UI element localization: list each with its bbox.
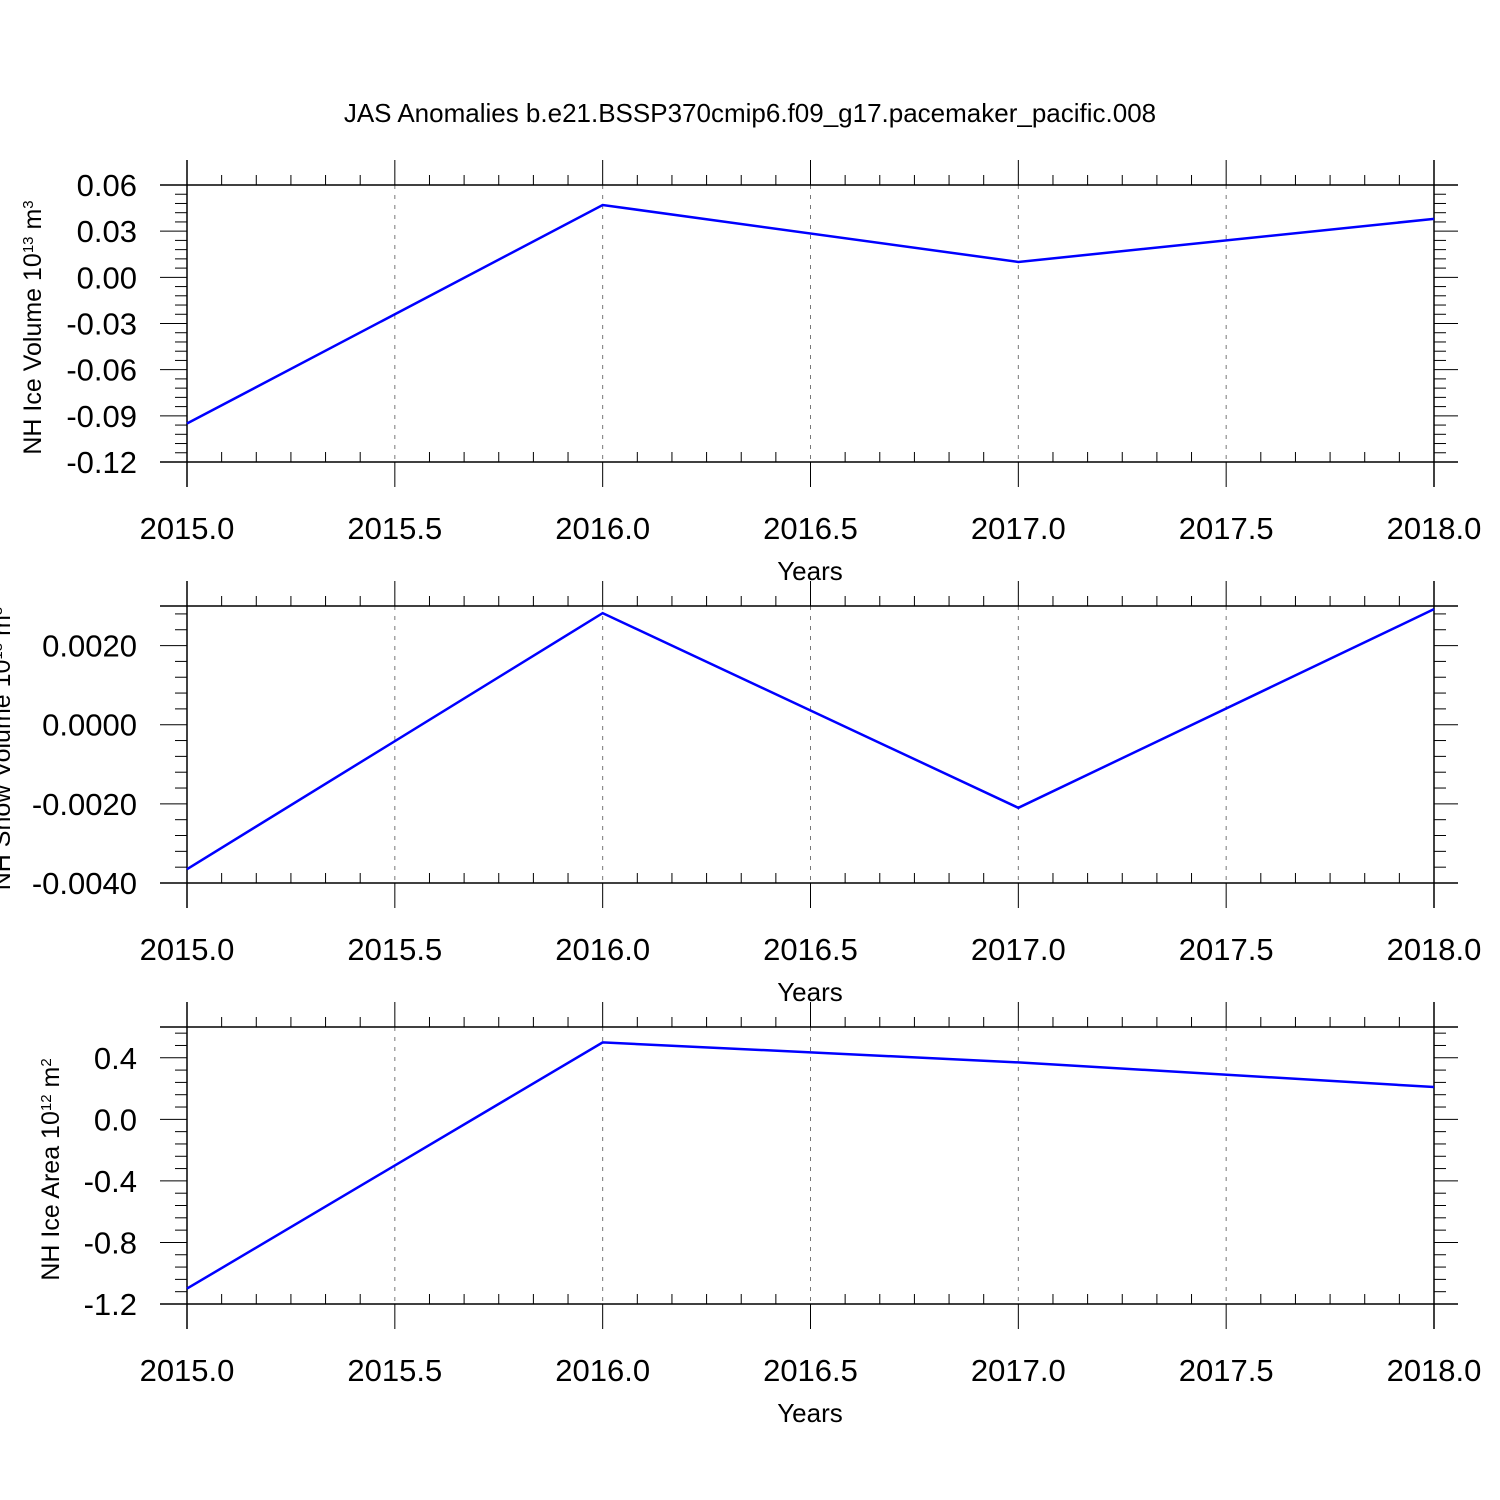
- x-tick-label: 2017.0: [971, 932, 1066, 967]
- x-tick-label: 2016.5: [763, 511, 858, 546]
- y-axis-title-superscript: 3: [0, 607, 6, 615]
- y-axis-title: NH Ice Area 1012 m2: [37, 1058, 65, 1280]
- x-tick-label: 2017.0: [971, 511, 1066, 546]
- y-tick-label: 0.03: [77, 214, 137, 249]
- y-axis-title: NH Snow Volume 1013 m3: [0, 607, 16, 891]
- x-tick-label: 2015.5: [347, 1353, 442, 1388]
- series-line: [186, 1041, 1435, 1290]
- y-axis-title-part: m: [19, 209, 47, 237]
- y-tick-label: -0.4: [84, 1164, 137, 1199]
- y-tick-label: -0.12: [66, 445, 137, 480]
- panel-3: 2015.0 2015.5 2016.0 2016.5 2017.0 2017.5 2018…: [37, 1002, 1481, 1428]
- y-tick-label: -1.2: [84, 1287, 137, 1322]
- y-axis-title-part: m: [0, 615, 16, 643]
- x-tick-label: 2018.0: [1387, 932, 1482, 967]
- x-tick-label: 2018.0: [1387, 1353, 1482, 1388]
- y-tick-label: -0.06: [66, 353, 137, 388]
- y-axis-title: NH Ice Volume 1013 m3: [19, 200, 47, 454]
- x-tick-label: 2016.0: [555, 511, 650, 546]
- y-axis-title-part: m: [37, 1067, 65, 1095]
- y-axis-title-part: NH Ice Area 10: [37, 1111, 65, 1281]
- x-tick-label: 2016.5: [763, 932, 858, 967]
- y-tick-label: -0.8: [84, 1225, 137, 1260]
- y-axis-title-part: NH Snow Volume 10: [0, 660, 16, 891]
- x-tick-label: 2015.5: [347, 932, 442, 967]
- y-tick-label: -0.09: [66, 399, 137, 434]
- x-axis-title: Years: [777, 1398, 843, 1428]
- chart-title: JAS Anomalies b.e21.BSSP370cmip6.f09_g17…: [344, 98, 1156, 128]
- panel-1: 2015.0 2015.5 2016.0 2016.5 2017.0 2017.5 2018…: [19, 160, 1481, 586]
- series-line: [186, 608, 1435, 871]
- x-tick-label: 2016.5: [763, 1353, 858, 1388]
- y-tick-label: 0.0: [94, 1102, 137, 1137]
- x-tick-label: 2015.0: [140, 1353, 235, 1388]
- x-tick-label: 2017.5: [1179, 1353, 1274, 1388]
- y-tick-label: -0.0040: [32, 866, 137, 901]
- panels: 2015.0 2015.5 2016.0 2016.5 2017.0 2017.5 2018…: [0, 160, 1481, 1428]
- series-line: [186, 203, 1435, 425]
- x-tick-label: 2016.0: [555, 932, 650, 967]
- x-tick-label: 2016.0: [555, 1353, 650, 1388]
- panel-2: 2015.0 2015.5 2016.0 2016.5 2017.0 2017.5 2018…: [0, 581, 1481, 1007]
- x-tick-label: 2017.5: [1179, 511, 1274, 546]
- x-tick-label: 2015.5: [347, 511, 442, 546]
- y-tick-label: 0.4: [94, 1041, 137, 1076]
- y-axis-title-superscript: 3: [20, 200, 37, 208]
- x-tick-label: 2017.0: [971, 1353, 1066, 1388]
- y-axis-title-superscript: 12: [38, 1094, 55, 1111]
- x-tick-label: 2015.0: [140, 511, 235, 546]
- y-axis-title-superscript: 2: [38, 1058, 55, 1066]
- y-axis-title-superscript: 13: [20, 236, 37, 253]
- y-tick-label: 0.06: [77, 168, 137, 203]
- y-tick-label: -0.03: [66, 307, 137, 342]
- x-tick-label: 2018.0: [1387, 511, 1482, 546]
- x-tick-label: 2015.0: [140, 932, 235, 967]
- y-tick-label: 0.00: [77, 260, 137, 295]
- y-tick-label: -0.0020: [32, 787, 137, 822]
- y-axis-title-superscript: 13: [0, 643, 6, 660]
- y-axis-title-part: NH Ice Volume 10: [19, 253, 47, 455]
- y-tick-label: 0.0020: [42, 629, 137, 664]
- y-tick-label: 0.0000: [42, 708, 137, 743]
- x-tick-label: 2017.5: [1179, 932, 1274, 967]
